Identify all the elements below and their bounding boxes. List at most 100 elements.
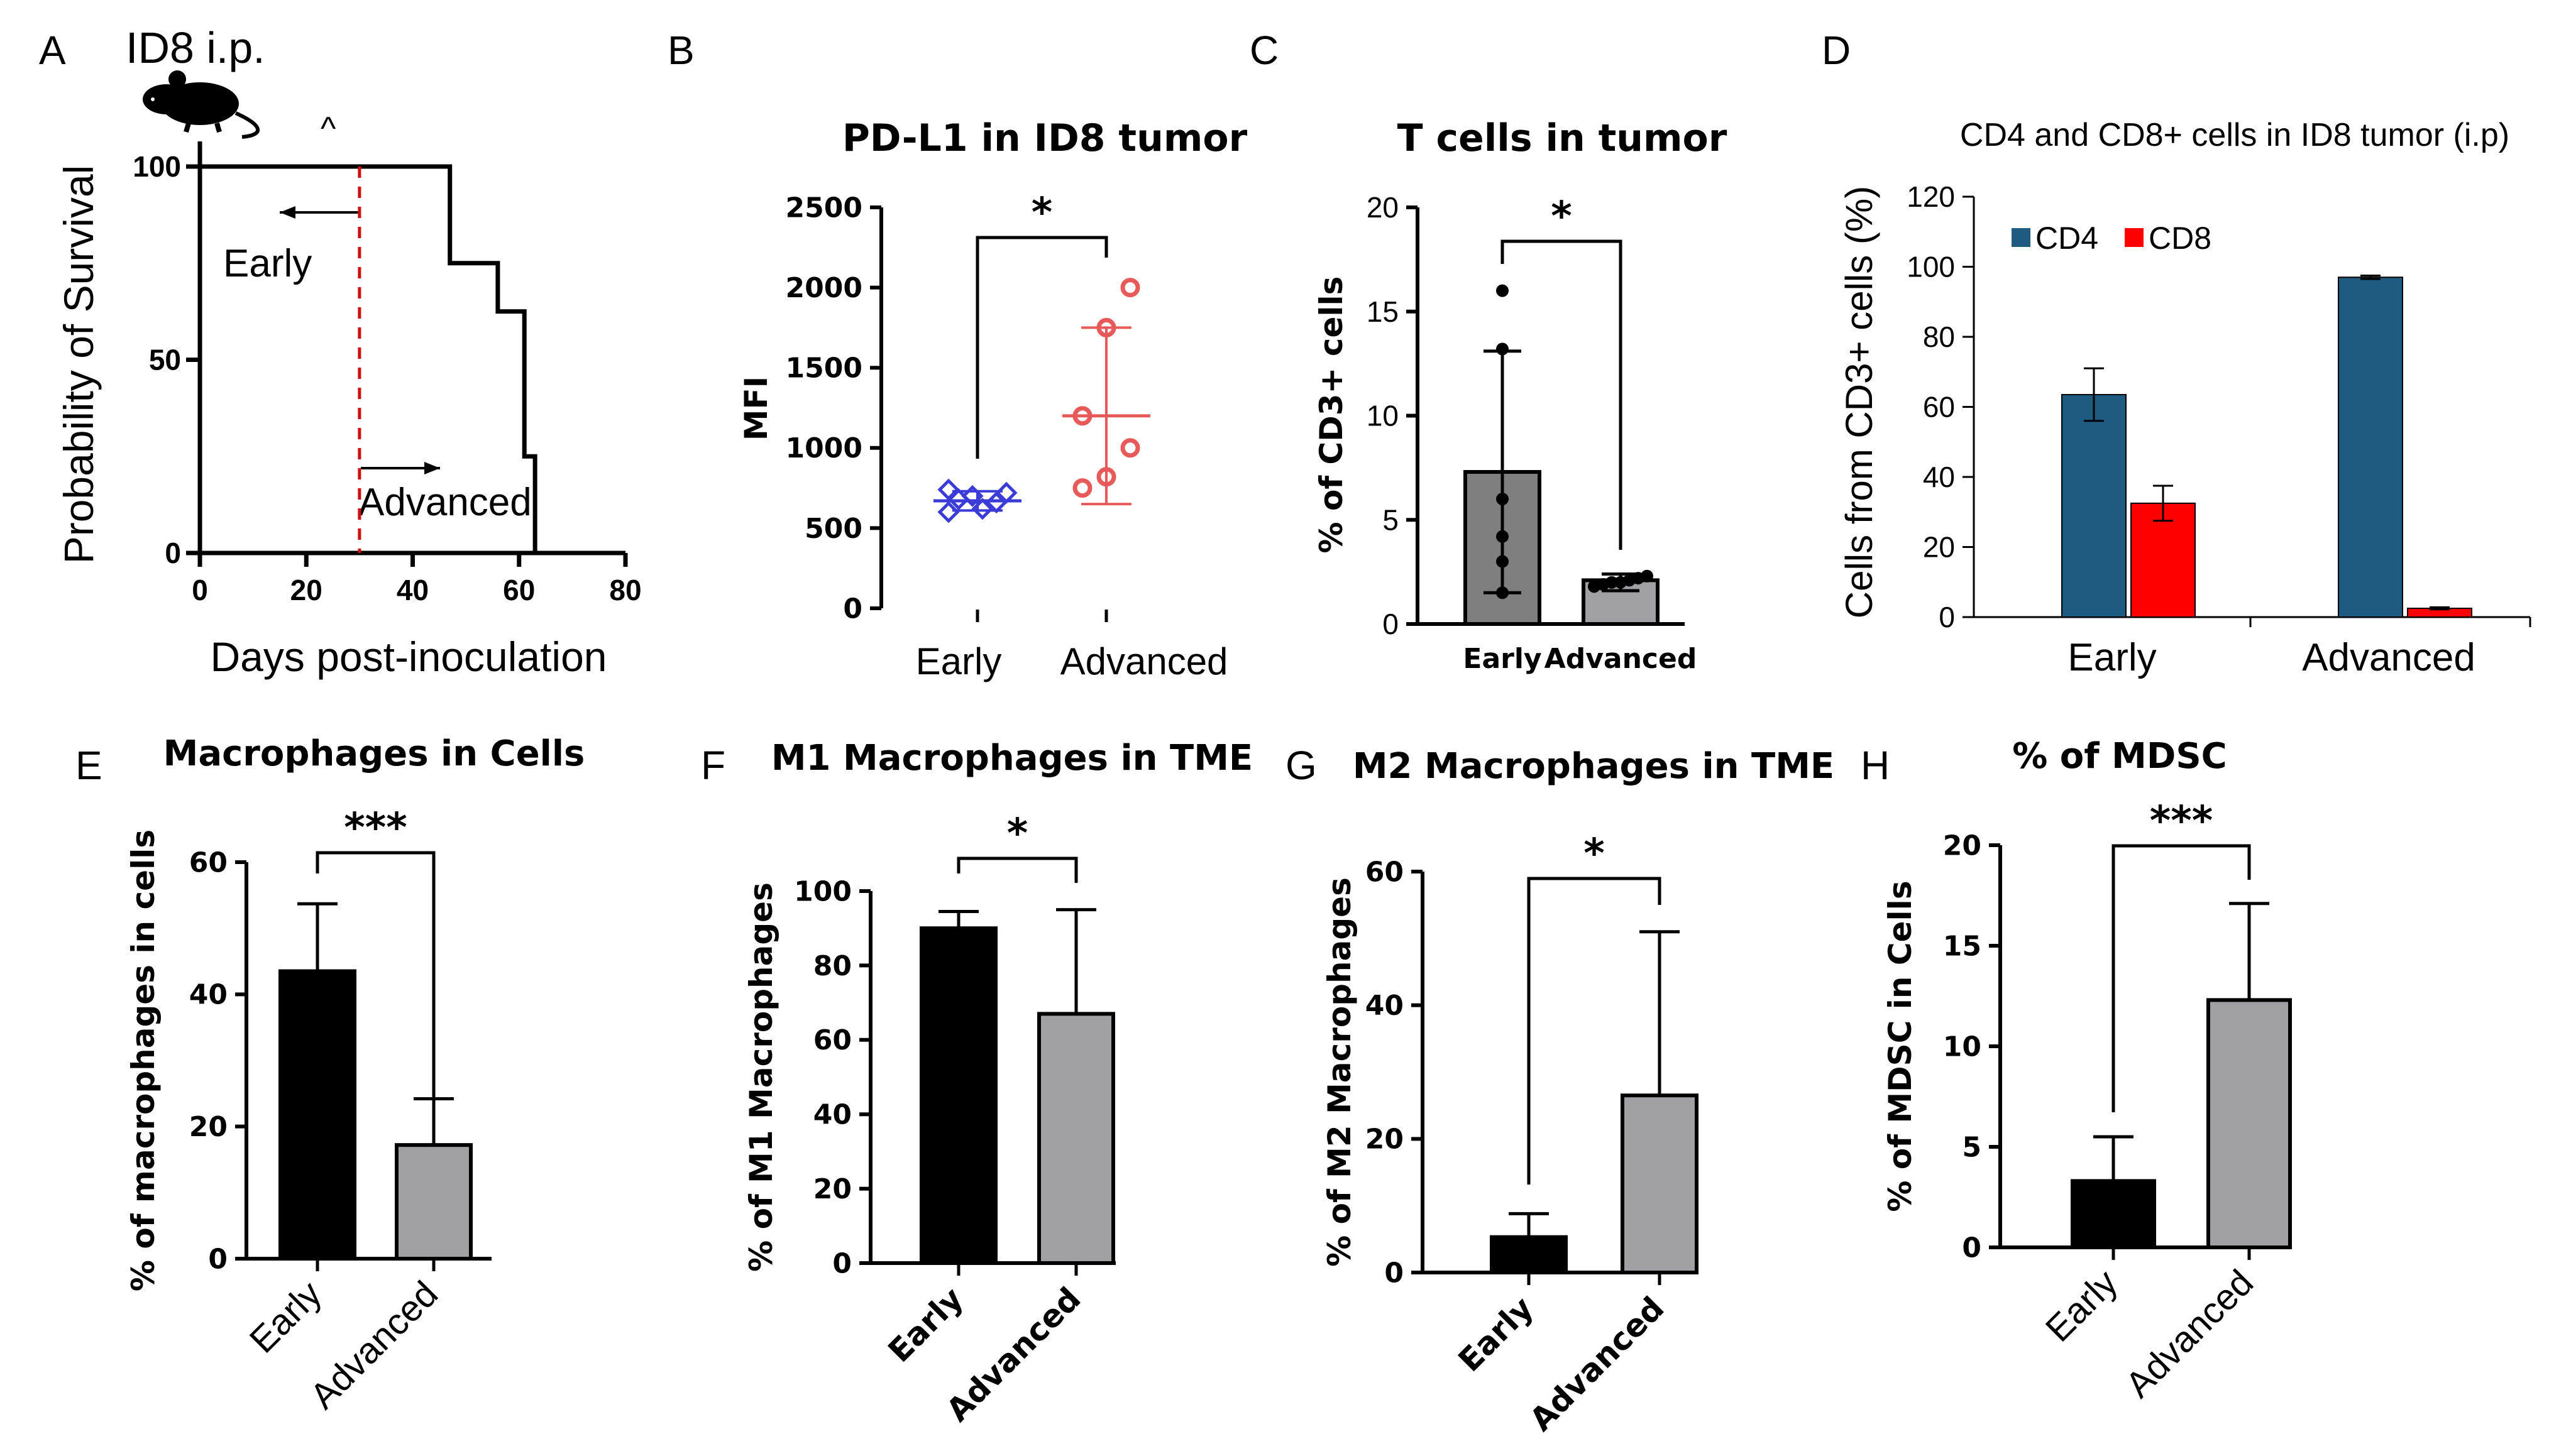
y-tick-label: 500 [805,513,862,545]
y-axis-title: % of CD3+ cells [1313,276,1350,554]
y-tick-label: 15 [1367,295,1399,328]
y-axis-title: % of M1 Macrophages [743,882,779,1272]
y-tick-label: 0 [1384,1257,1404,1289]
x-axis-title: Days post-inoculation [211,633,607,680]
significance-label: * [1551,194,1572,240]
early-arrow-head [280,206,295,219]
x-tick-label: 60 [503,574,535,606]
bar-cd4 [2061,393,2127,618]
significance-bracket [957,857,1078,883]
data-point [1641,569,1653,583]
y-tick-label: 60 [813,1024,852,1056]
y-tick-label: 2500 [786,192,862,224]
y-axis-title: % of macrophages in cells [125,829,162,1291]
y-tick-label: 40 [1365,990,1404,1022]
chart-title: T cells in tumor [1397,116,1727,160]
data-point [1120,278,1140,298]
significance-bracket [2111,844,2251,1112]
panel-letter-a: A [39,28,66,73]
x-tick-label: 40 [397,574,429,606]
data-point [1120,438,1140,458]
y-tick-label: 40 [1923,461,1955,493]
y-tick-label: 0 [165,537,181,569]
significance-bracket [1500,239,1622,550]
data-point [961,484,984,507]
bar [1037,1012,1115,1265]
y-axis-title: Cells from CD3+ cells (%) [1838,186,1880,618]
chart-title: Macrophages in Cells [163,733,585,774]
x-tick-label: Early [2067,636,2156,679]
y-tick-label: 80 [813,950,852,982]
legend-swatch-cd8 [2125,228,2144,247]
panel-a-survival-plot: 0 50 100 0 20 40 60 80 Probability of Survival Da… [55,141,642,680]
y-tick-label: 0 [843,593,862,625]
panel-letter-e: E [75,743,102,788]
panel-b-pdl1-scatter: PD-L1 in ID8 tumor 0 500 1000 1500 2000 2500 MF… [738,116,1248,682]
bar-cd4 [2338,276,2403,618]
panel-c-tcells-bar: T cells in tumor 0 5 10 15 20 % of CD3+ cells E… [1313,116,1727,675]
mouse-label: ID8 i.p. [126,23,265,72]
bar [1621,1093,1698,1274]
bar [395,1143,473,1261]
data-point [1072,478,1093,498]
y-tick-label: 0 [1939,601,1955,633]
y-tick-label: 10 [1367,400,1399,432]
x-tick-label: Advanced [1060,640,1228,682]
y-axis-title: MFI [738,376,774,441]
y-tick-label: 5 [1962,1131,1981,1163]
y-tick-label: 10 [1943,1031,1981,1063]
significance-label: * [1007,811,1028,857]
panel-letter-b: B [668,28,695,73]
y-tick-label: 0 [208,1243,228,1275]
y-tick-label: 1000 [786,432,862,464]
bar [2071,1179,2156,1250]
data-point [1496,586,1509,599]
x-tick-label: 20 [290,574,322,606]
survival-curve [200,164,537,553]
panel-letter-d: D [1822,28,1851,73]
panel-d-cd4-cd8-bar: CD4 and CD8+ cells in ID8 tumor (i.p) 0 20… [1838,117,2531,679]
y-tick-label: 60 [1923,391,1955,424]
bar [2206,998,2292,1250]
significance-bracket [1527,877,1661,1185]
significance-label: *** [2150,798,2213,845]
y-tick-label: 20 [1923,531,1955,564]
chart-title: M1 Macrophages in TME [771,738,1253,779]
y-tick-label: 80 [1923,320,1955,353]
x-tick-label: Early [916,640,1002,682]
panel-f-m1-bar: 0 20 40 60 80 100 M1 Macrophages in TME % of M1… [743,738,1253,1428]
chart-title: % of MDSC [2012,736,2227,777]
advanced-arrow-head [424,462,440,474]
y-tick-label: 120 [1907,180,1955,213]
y-tick-label: 60 [189,846,228,879]
chart-title: CD4 and CD8+ cells in ID8 tumor (i.p) [1960,117,2509,153]
y-tick-label: 1500 [786,353,862,385]
y-axis-title: Probability of Survival [55,165,102,564]
bar-cd8 [2130,502,2196,618]
y-axis-title: % of MDSC in Cells [1882,880,1919,1212]
x-tick-label: 0 [192,574,208,606]
y-tick-label: 100 [1907,251,1955,283]
data-point [1496,284,1509,297]
data-point [1605,576,1618,589]
significance-label: * [1583,831,1604,877]
mouse-icon [143,70,260,139]
panel-letter-g: G [1286,743,1317,788]
y-tick-label: 100 [133,150,181,183]
significance-label: * [1032,190,1052,236]
data-point [1496,342,1509,356]
y-tick-label: 2000 [786,272,862,304]
caret-marker: ^ [321,111,336,147]
data-point [1096,467,1116,487]
y-tick-label: 20 [1367,191,1399,224]
panel-letter-c: C [1250,28,1279,73]
y-tick-label: 100 [794,875,852,907]
x-tick-label: Advanced [2302,636,2475,679]
x-tick-label: Early [1463,643,1541,675]
data-point [1496,493,1509,506]
bar [278,969,356,1261]
x-tick-label: 80 [609,574,641,606]
y-tick-label: 0 [1962,1232,1981,1264]
chart-title: M2 Macrophages in TME [1353,746,1834,787]
data-point [937,478,960,501]
